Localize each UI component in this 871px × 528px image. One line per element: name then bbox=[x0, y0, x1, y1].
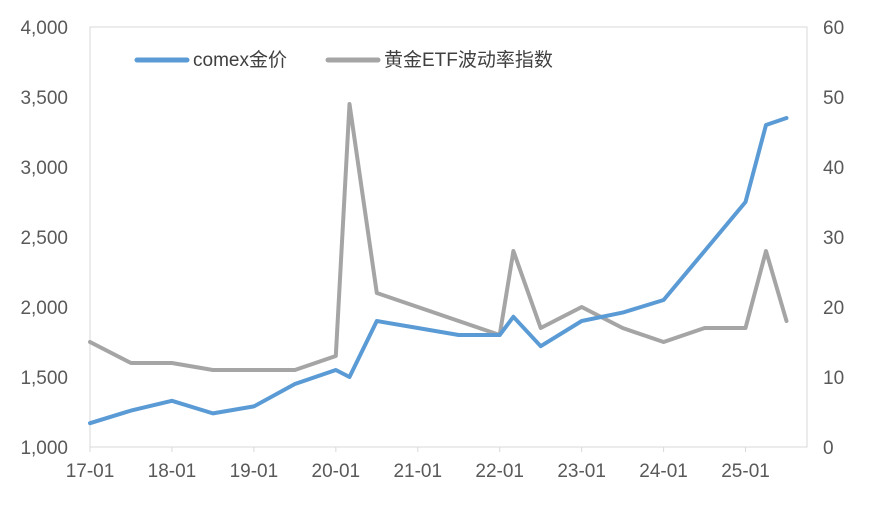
right-tick-label: 20 bbox=[823, 298, 844, 319]
data-point-etf-vol bbox=[662, 340, 666, 344]
left-tick-label: 1,000 bbox=[20, 438, 68, 459]
data-point-comex bbox=[348, 375, 351, 379]
series-line-comex bbox=[88, 116, 789, 426]
data-point-etf-vol bbox=[170, 361, 174, 365]
data-point-comex bbox=[662, 298, 666, 302]
data-point-etf-vol bbox=[703, 326, 707, 330]
x-tick-label: 22-01 bbox=[475, 461, 524, 482]
data-point-etf-vol bbox=[129, 361, 133, 365]
data-point-etf-vol bbox=[785, 319, 788, 323]
data-point-comex bbox=[539, 344, 543, 348]
data-point-comex bbox=[457, 333, 461, 337]
right-tick-label: 10 bbox=[823, 368, 844, 389]
data-point-etf-vol bbox=[744, 326, 747, 330]
x-tick-label: 24-01 bbox=[639, 461, 688, 482]
plot-frame bbox=[89, 26, 808, 448]
data-point-comex bbox=[703, 249, 707, 253]
x-axis: 17-01 18-01 19-01 20-01 21-01 22-01 23-01 24-01… bbox=[66, 447, 770, 482]
left-tick-label: 1,500 bbox=[20, 368, 68, 389]
data-point-comex bbox=[580, 319, 584, 323]
data-point-etf-vol bbox=[621, 326, 625, 330]
right-tick-label: 30 bbox=[823, 228, 844, 249]
x-tick-label: 18-01 bbox=[148, 461, 197, 482]
data-point-etf-vol bbox=[88, 340, 92, 344]
data-point-comex bbox=[498, 333, 502, 337]
data-point-comex bbox=[375, 319, 379, 323]
legend: comex金价 黄金ETF波动率指数 bbox=[134, 49, 553, 71]
data-point-comex bbox=[621, 311, 625, 315]
legend-label-comex: comex金价 bbox=[193, 49, 287, 71]
left-tick-label: 2,000 bbox=[20, 298, 68, 319]
right-tick-label: 60 bbox=[823, 18, 844, 39]
data-point-comex bbox=[744, 200, 747, 204]
data-point-comex bbox=[252, 404, 256, 408]
data-point-comex bbox=[785, 116, 788, 120]
right-tick-label: 0 bbox=[823, 438, 834, 459]
left-tick-label: 4,000 bbox=[20, 18, 68, 39]
data-point-comex bbox=[170, 399, 174, 403]
x-tick-label: 23-01 bbox=[557, 461, 606, 482]
right-tick-label: 40 bbox=[823, 158, 844, 179]
data-point-etf-vol bbox=[348, 102, 351, 106]
right-tick-label: 50 bbox=[823, 88, 844, 109]
x-tick-label: 20-01 bbox=[312, 461, 361, 482]
x-tick-label: 19-01 bbox=[230, 461, 279, 482]
left-tick-label: 2,500 bbox=[20, 228, 68, 249]
data-point-comex bbox=[416, 326, 420, 330]
data-point-comex bbox=[88, 421, 92, 425]
legend-label-etf-vol: 黄金ETF波动率指数 bbox=[384, 49, 553, 71]
data-point-comex bbox=[211, 411, 215, 415]
data-point-comex bbox=[129, 409, 133, 413]
x-tick-label: 21-01 bbox=[393, 461, 442, 482]
left-tick-label: 3,500 bbox=[20, 88, 68, 109]
data-point-etf-vol bbox=[511, 249, 515, 253]
x-tick-label: 25-01 bbox=[721, 461, 770, 482]
data-point-etf-vol bbox=[375, 291, 379, 295]
left-axis: 1,000 1,500 2,000 2,500 3,000 3,500 4,000 bbox=[20, 18, 68, 459]
data-point-comex bbox=[293, 382, 297, 386]
left-tick-label: 3,000 bbox=[20, 158, 68, 179]
series-layer bbox=[88, 102, 789, 426]
data-point-comex bbox=[764, 123, 768, 127]
data-point-comex bbox=[334, 368, 338, 372]
right-axis: 0 10 20 30 40 50 60 bbox=[823, 18, 844, 459]
data-point-etf-vol bbox=[211, 368, 215, 372]
x-tick-label: 17-01 bbox=[66, 461, 115, 482]
data-point-etf-vol bbox=[457, 319, 461, 323]
data-point-etf-vol bbox=[293, 368, 297, 372]
data-point-comex bbox=[511, 315, 515, 319]
data-point-etf-vol bbox=[580, 305, 584, 309]
data-point-etf-vol bbox=[334, 354, 338, 358]
data-point-etf-vol bbox=[416, 305, 420, 309]
data-point-etf-vol bbox=[764, 249, 768, 253]
data-point-etf-vol bbox=[252, 368, 256, 372]
data-point-etf-vol bbox=[539, 326, 543, 330]
